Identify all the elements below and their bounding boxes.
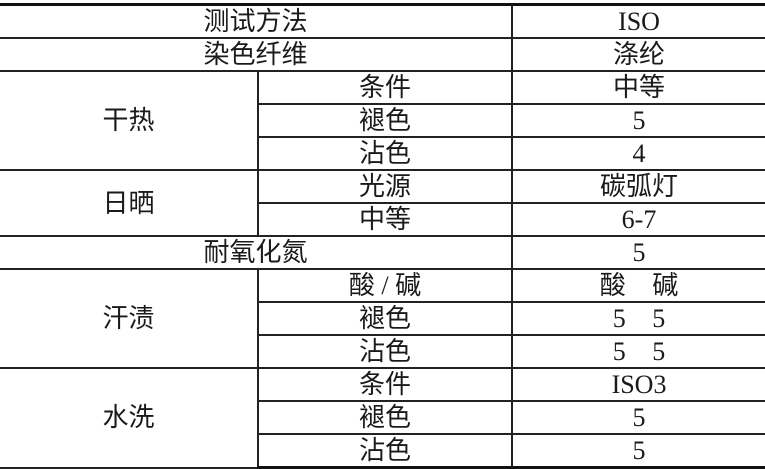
cell-value: 5 5: [511, 301, 765, 336]
cell-value: ISO3: [511, 367, 765, 402]
table-row: 褪色 5 5: [0, 301, 765, 336]
cell-value: 6-7: [511, 202, 765, 237]
cell-value: 酸 碱: [511, 268, 765, 303]
table-row: 汗渍酸 / 碱酸 碱: [0, 268, 765, 369]
cell-item: 沾色: [256, 433, 513, 469]
cell-item: 褪色: [256, 301, 513, 336]
cell-value: 5: [511, 400, 765, 435]
table-row: 中等 6-7: [0, 202, 765, 237]
cell-value: 5 5: [511, 334, 765, 369]
cell-item: 沾色: [256, 136, 513, 171]
cell-value: 涤纶: [511, 37, 765, 72]
row-label: 染色纤维: [0, 37, 513, 72]
cell-value: 5: [511, 433, 765, 469]
row-label: 耐氧化氮: [0, 235, 513, 270]
cell-item: 中等: [256, 202, 513, 237]
cell-value: ISO: [511, 3, 765, 39]
table-row: 耐氧化氮 5: [0, 235, 765, 270]
table-row: 日晒 光源 碳弧灯: [0, 169, 765, 237]
cell-value: 5: [511, 103, 765, 138]
table-row: 褪色 5: [0, 400, 765, 435]
cell-value: 中等: [511, 70, 765, 105]
cell-value: 碳弧灯: [511, 169, 765, 204]
cell-item: 褪色: [256, 103, 513, 138]
group-label: 水洗: [0, 367, 258, 469]
group-label: 汗渍: [0, 268, 258, 369]
cell-item: 酸 / 碱: [256, 268, 513, 303]
cell-value: 5: [511, 235, 765, 270]
table-row: 测试方法 ISO: [0, 3, 765, 39]
cell-item: 沾色: [256, 334, 513, 369]
cell-item: 褪色: [256, 400, 513, 435]
table-row: 沾色 4: [0, 136, 765, 171]
table-row: 沾色 5 5: [0, 334, 765, 369]
table-row: 褪色 5: [0, 103, 765, 138]
table-row: 干热 条件 中等: [0, 70, 765, 171]
cell-value: 4: [511, 136, 765, 171]
fastness-table: 测试方法 ISO 染色纤维 涤纶 干热 条件 中等 褪色 5 沾色 4 日晒 光源 碳弧灯 中等…: [0, 3, 765, 469]
cell-item: 光源: [256, 169, 513, 204]
group-label: 日晒: [0, 169, 258, 237]
table-row: 水洗 条件 ISO3: [0, 367, 765, 469]
group-label: 干热: [0, 70, 258, 171]
table-row: 染色纤维 涤纶: [0, 37, 765, 72]
cell-item: 条件: [256, 367, 513, 402]
row-label: 测试方法: [0, 3, 513, 39]
cell-item: 条件: [256, 70, 513, 105]
